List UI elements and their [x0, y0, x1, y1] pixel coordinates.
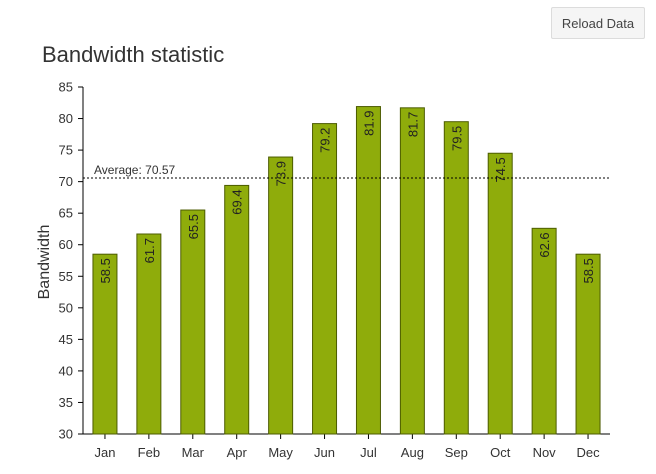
bar — [180, 209, 206, 435]
bar — [399, 107, 425, 435]
bar — [355, 106, 381, 435]
y-tick-label: 70 — [59, 174, 73, 189]
y-tick-label: 55 — [59, 269, 73, 284]
bar-value-label: 61.7 — [142, 238, 157, 263]
y-axis: 30 35 40 45 50 55 60 65 70 75 80 85 — [59, 80, 84, 442]
bar-value-label: 73.9 — [274, 161, 289, 186]
bar-value-label: 81.7 — [405, 112, 420, 137]
average-label: Average: 70.57 — [94, 163, 176, 177]
y-axis-label: Bandwidth — [36, 225, 53, 300]
x-tick-label: Sep — [445, 445, 468, 460]
y-tick-label: 80 — [59, 111, 73, 126]
y-tick-label: 50 — [59, 300, 73, 315]
y-tick-label: 40 — [59, 363, 73, 378]
bar — [136, 233, 162, 435]
bar — [487, 152, 513, 435]
bar — [443, 121, 469, 435]
bar-value-label: 69.4 — [230, 189, 245, 214]
bar — [224, 184, 250, 435]
bar-value-label: 79.2 — [318, 128, 333, 153]
bar-value-label: 65.5 — [186, 214, 201, 239]
x-tick-label: Nov — [533, 445, 557, 460]
bar-value-label: 58.5 — [581, 258, 596, 283]
y-tick-label: 35 — [59, 395, 73, 410]
bar — [268, 156, 294, 435]
x-tick-label: Jun — [314, 445, 335, 460]
bar-value-label: 81.9 — [361, 111, 376, 136]
chart-title: Bandwidth statistic — [42, 42, 225, 67]
bar-value-label: 58.5 — [98, 258, 113, 283]
y-tick-label: 45 — [59, 332, 73, 347]
bar — [92, 253, 118, 435]
y-tick-label: 65 — [59, 206, 73, 221]
bar-value-label: 74.5 — [493, 157, 508, 182]
y-tick-label: 60 — [59, 237, 73, 252]
y-tick-label: 75 — [59, 143, 73, 158]
bar — [312, 123, 338, 435]
reload-data-button[interactable]: Reload Data — [551, 7, 645, 39]
x-tick-label: Feb — [138, 445, 160, 460]
x-axis: Jan Feb Mar Apr May Jun Jul Aug Sep Oct Nov Dec — [83, 433, 610, 460]
average-line-group: Average: 70.57 — [83, 163, 610, 179]
x-tick-label: Oct — [490, 445, 511, 460]
y-tick-label: 85 — [59, 80, 73, 95]
x-tick-label: Mar — [182, 445, 205, 460]
x-tick-label: Dec — [576, 445, 600, 460]
x-tick-label: Apr — [227, 445, 248, 460]
y-tick-label: 30 — [59, 427, 73, 442]
x-tick-label: Jul — [360, 445, 377, 460]
bars: 58.5 61.7 65.5 69.4 73.9 79.2 81.9 81.7 79.5 74.5… — [92, 106, 601, 435]
x-tick-label: Jan — [94, 445, 115, 460]
bar-value-label: 79.5 — [449, 126, 464, 151]
bar-value-label: 62.6 — [537, 232, 552, 257]
bar — [531, 227, 557, 435]
x-tick-label: May — [268, 445, 293, 460]
bar — [575, 253, 601, 435]
x-tick-label: Aug — [401, 445, 424, 460]
